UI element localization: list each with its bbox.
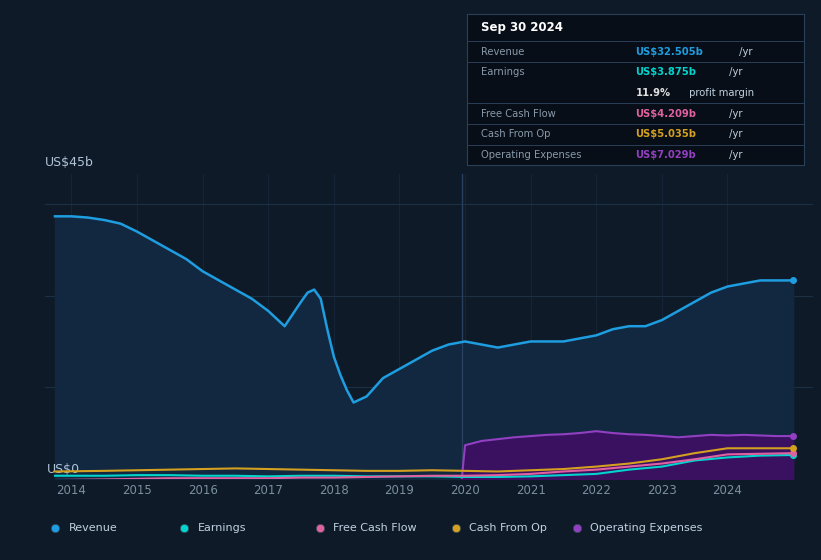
Text: Operating Expenses: Operating Expenses	[590, 523, 703, 533]
Text: Cash From Op: Cash From Op	[480, 129, 550, 139]
Text: /yr: /yr	[736, 46, 753, 57]
Text: 11.9%: 11.9%	[635, 88, 671, 98]
Text: Free Cash Flow: Free Cash Flow	[480, 109, 555, 119]
Text: Operating Expenses: Operating Expenses	[480, 150, 581, 160]
Text: /yr: /yr	[727, 150, 743, 160]
Text: US$5.035b: US$5.035b	[635, 129, 696, 139]
Text: profit margin: profit margin	[686, 88, 754, 98]
Text: Earnings: Earnings	[198, 523, 246, 533]
Text: Cash From Op: Cash From Op	[470, 523, 548, 533]
Text: Revenue: Revenue	[69, 523, 118, 533]
Text: US$32.505b: US$32.505b	[635, 46, 704, 57]
Text: Free Cash Flow: Free Cash Flow	[333, 523, 417, 533]
Text: US$0: US$0	[47, 463, 80, 477]
Text: US$7.029b: US$7.029b	[635, 150, 696, 160]
Text: /yr: /yr	[727, 109, 743, 119]
Text: Sep 30 2024: Sep 30 2024	[480, 21, 562, 34]
Text: /yr: /yr	[727, 129, 743, 139]
Text: Revenue: Revenue	[480, 46, 524, 57]
Text: /yr: /yr	[727, 67, 743, 77]
Text: US$4.209b: US$4.209b	[635, 109, 696, 119]
Text: US$45b: US$45b	[45, 156, 94, 169]
Text: US$3.875b: US$3.875b	[635, 67, 696, 77]
Text: Earnings: Earnings	[480, 67, 525, 77]
